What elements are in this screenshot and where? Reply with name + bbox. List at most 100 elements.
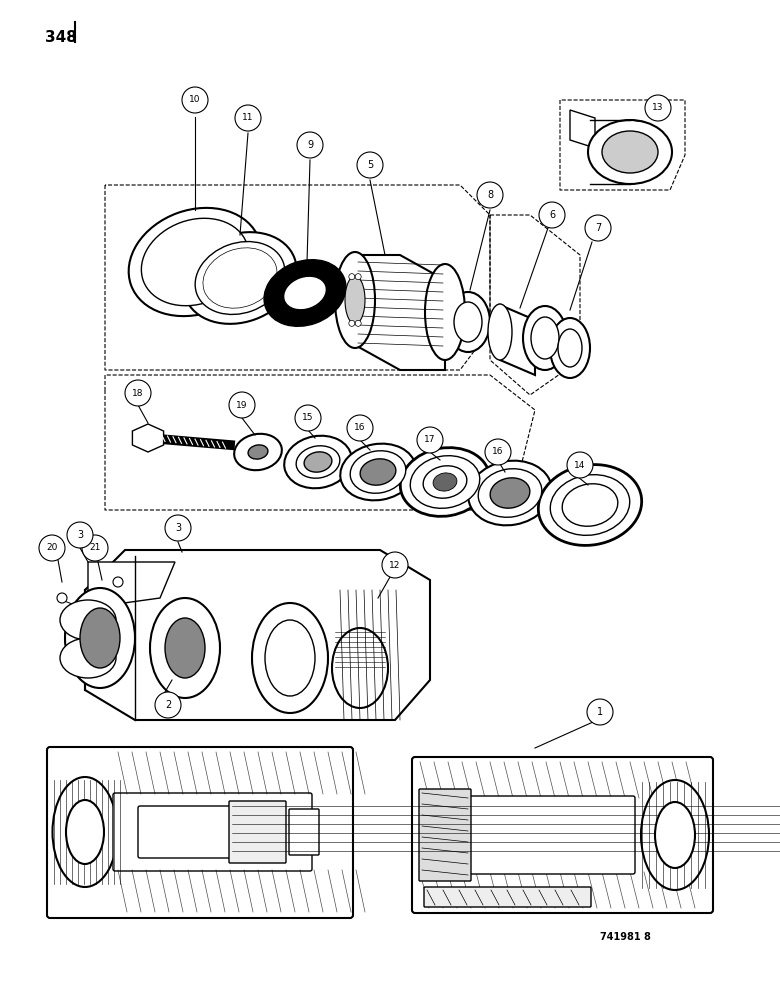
Ellipse shape — [340, 444, 416, 500]
Text: 9: 9 — [307, 140, 313, 150]
Ellipse shape — [602, 131, 658, 173]
Ellipse shape — [655, 802, 695, 868]
Ellipse shape — [488, 304, 512, 360]
Circle shape — [113, 577, 123, 587]
Text: 2: 2 — [165, 700, 171, 710]
Text: 12: 12 — [389, 560, 401, 570]
Ellipse shape — [523, 306, 567, 370]
Ellipse shape — [52, 777, 118, 887]
Ellipse shape — [345, 276, 365, 324]
FancyBboxPatch shape — [412, 757, 713, 913]
Circle shape — [57, 593, 67, 603]
Text: 13: 13 — [652, 104, 664, 112]
Ellipse shape — [425, 264, 465, 360]
Ellipse shape — [588, 120, 672, 184]
Circle shape — [355, 320, 361, 326]
Ellipse shape — [248, 445, 268, 459]
Circle shape — [165, 515, 191, 541]
Ellipse shape — [60, 600, 116, 640]
Ellipse shape — [65, 588, 135, 688]
Ellipse shape — [558, 329, 582, 367]
Circle shape — [235, 105, 261, 131]
Circle shape — [357, 152, 383, 178]
Text: 3: 3 — [77, 530, 83, 540]
Circle shape — [567, 452, 593, 478]
Ellipse shape — [454, 302, 482, 342]
Polygon shape — [88, 562, 175, 608]
Ellipse shape — [165, 618, 205, 678]
Ellipse shape — [446, 292, 490, 352]
Polygon shape — [500, 305, 535, 375]
Ellipse shape — [80, 608, 120, 668]
Ellipse shape — [150, 598, 220, 698]
Circle shape — [82, 535, 108, 561]
Text: 8: 8 — [487, 190, 493, 200]
Text: 14: 14 — [574, 460, 586, 470]
Circle shape — [125, 380, 151, 406]
Circle shape — [182, 87, 208, 113]
Ellipse shape — [296, 446, 340, 478]
Text: 1: 1 — [597, 707, 603, 717]
Circle shape — [539, 202, 565, 228]
Ellipse shape — [550, 318, 590, 378]
FancyBboxPatch shape — [138, 806, 262, 858]
Text: 11: 11 — [243, 113, 254, 122]
Polygon shape — [355, 255, 445, 370]
Ellipse shape — [550, 475, 629, 535]
Text: 6: 6 — [549, 210, 555, 220]
Circle shape — [645, 95, 671, 121]
Circle shape — [585, 215, 611, 241]
Ellipse shape — [478, 469, 542, 517]
Text: 10: 10 — [190, 96, 200, 104]
Circle shape — [349, 274, 355, 280]
Ellipse shape — [304, 452, 332, 472]
FancyBboxPatch shape — [419, 789, 471, 881]
Text: 15: 15 — [303, 414, 314, 422]
Ellipse shape — [641, 780, 709, 890]
Text: 3: 3 — [175, 523, 181, 533]
FancyBboxPatch shape — [421, 796, 635, 874]
Text: 741981 8: 741981 8 — [600, 932, 651, 942]
Ellipse shape — [60, 638, 116, 678]
Polygon shape — [570, 110, 595, 148]
Text: 18: 18 — [133, 388, 144, 397]
Ellipse shape — [433, 473, 457, 491]
Ellipse shape — [360, 459, 396, 485]
Ellipse shape — [490, 478, 530, 508]
Circle shape — [355, 274, 361, 280]
FancyBboxPatch shape — [47, 747, 353, 918]
Text: 20: 20 — [46, 544, 58, 552]
Polygon shape — [85, 550, 430, 720]
Ellipse shape — [468, 461, 551, 525]
Ellipse shape — [284, 436, 352, 488]
FancyBboxPatch shape — [229, 801, 286, 863]
Text: 16: 16 — [354, 424, 366, 432]
Circle shape — [67, 522, 93, 548]
Ellipse shape — [400, 448, 490, 516]
Polygon shape — [133, 424, 164, 452]
Text: 16: 16 — [492, 448, 504, 456]
Ellipse shape — [350, 451, 406, 493]
Ellipse shape — [264, 260, 346, 326]
Circle shape — [295, 405, 321, 431]
Ellipse shape — [141, 218, 249, 306]
Circle shape — [39, 535, 65, 561]
Circle shape — [155, 692, 181, 718]
Text: 21: 21 — [90, 544, 101, 552]
FancyBboxPatch shape — [113, 793, 312, 871]
Ellipse shape — [129, 208, 261, 316]
Ellipse shape — [424, 466, 467, 498]
Circle shape — [477, 182, 503, 208]
Circle shape — [485, 439, 511, 465]
Circle shape — [587, 699, 613, 725]
FancyBboxPatch shape — [424, 887, 591, 907]
Ellipse shape — [335, 252, 375, 348]
Ellipse shape — [203, 248, 277, 308]
Ellipse shape — [562, 484, 618, 526]
Text: 7: 7 — [595, 223, 601, 233]
Ellipse shape — [265, 620, 315, 696]
Text: 17: 17 — [424, 436, 436, 444]
Ellipse shape — [332, 628, 388, 708]
Circle shape — [297, 132, 323, 158]
Text: 5: 5 — [367, 160, 373, 170]
